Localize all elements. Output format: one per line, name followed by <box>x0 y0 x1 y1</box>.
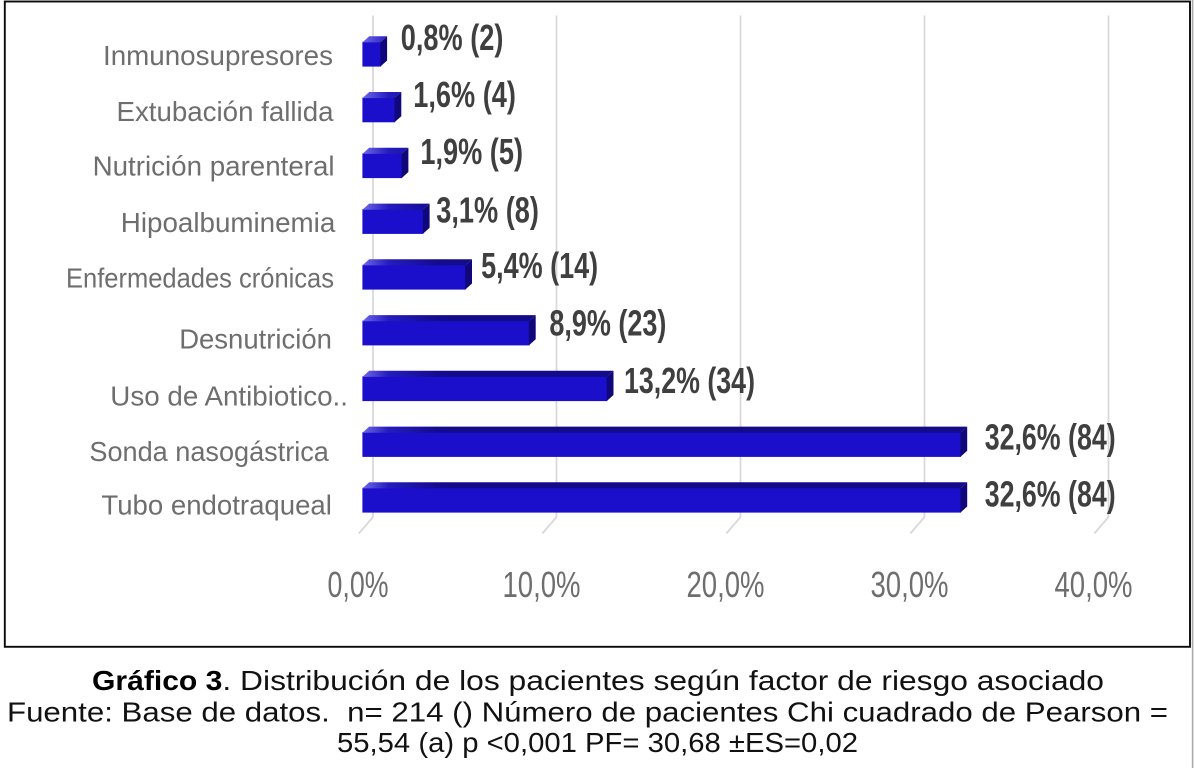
svg-text:Gráfico 3: Gráfico 3 <box>92 665 222 696</box>
svg-text:10,0%: 10,0% <box>503 564 581 605</box>
svg-text:3,1% (8): 3,1% (8) <box>436 190 539 231</box>
svg-text:0,0%: 0,0% <box>328 564 389 605</box>
svg-text:20,0%: 20,0% <box>687 564 765 605</box>
svg-text:55,54 (a) p <0,001 PF= 30,68 ±: 55,54 (a) p <0,001 PF= 30,68 ±ES=0,02 <box>337 727 858 758</box>
svg-text:Extubación fallida: Extubación fallida <box>117 96 335 127</box>
svg-text:30,0%: 30,0% <box>871 564 949 605</box>
svg-text:40,0%: 40,0% <box>1055 564 1133 605</box>
svg-text:Hipoalbuminemia: Hipoalbuminemia <box>121 207 336 238</box>
svg-text:Desnutrición: Desnutrición <box>179 324 332 355</box>
svg-text:Enfermedades crónicas: Enfermedades crónicas <box>66 262 334 293</box>
svg-text:0,8% (2): 0,8% (2) <box>401 17 504 58</box>
svg-text:Nutrición parenteral: Nutrición parenteral <box>93 151 335 182</box>
svg-text:32,6% (84): 32,6% (84) <box>985 416 1116 457</box>
svg-text:32,6% (84): 32,6% (84) <box>985 473 1116 514</box>
svg-text:1,6% (4): 1,6% (4) <box>413 74 516 115</box>
svg-text:Fuente: Base de datos. n= 214: Fuente: Base de datos. n= 214 () Número … <box>7 697 1168 728</box>
svg-text:Sonda nasogástrica: Sonda nasogástrica <box>89 436 329 467</box>
svg-text:. Distribución de los paciente: . Distribución de los pacientes según fa… <box>222 665 1104 696</box>
svg-text:13,2% (34): 13,2% (34) <box>624 360 755 401</box>
svg-text:8,9% (23): 8,9% (23) <box>549 303 666 344</box>
svg-text:Uso de Antibiotico..: Uso de Antibiotico.. <box>110 380 348 411</box>
svg-text:Tubo endotraqueal: Tubo endotraqueal <box>101 490 332 521</box>
svg-text:5,4% (14): 5,4% (14) <box>481 245 598 286</box>
svg-text:Inmunosupresores: Inmunosupresores <box>103 40 333 71</box>
svg-text:1,9% (5): 1,9% (5) <box>420 131 523 172</box>
